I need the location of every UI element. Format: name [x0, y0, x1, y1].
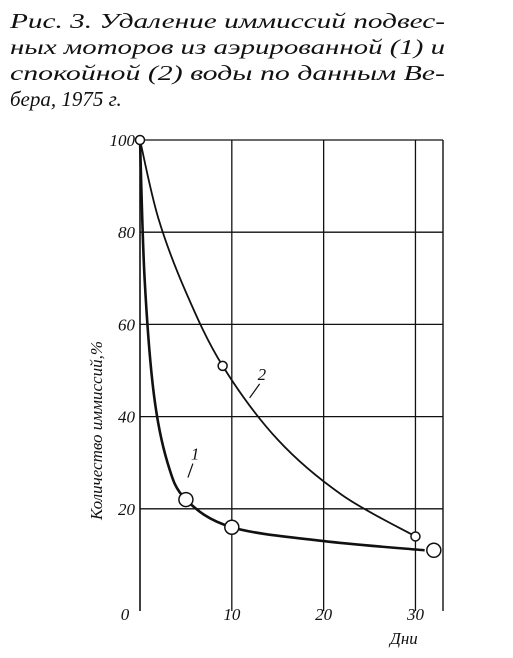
data-line — [139, 139, 416, 538]
x-tick-label: 20 — [315, 605, 333, 624]
y-tick-label: 40 — [118, 408, 136, 427]
y-tick-label: 60 — [118, 315, 136, 334]
x-tick-label: 0 — [121, 605, 130, 624]
data-point — [410, 531, 421, 542]
caption-line: Рис. 3. Удаление иммиссий подвес- — [9, 9, 445, 33]
caption-line: бера, 1975 г. — [10, 87, 122, 111]
y-tick-label: 80 — [118, 223, 136, 242]
x-tick-label: 30 — [406, 605, 425, 624]
data-point — [224, 519, 240, 535]
data-point — [426, 542, 442, 559]
data-point — [178, 491, 194, 508]
leader-line — [249, 383, 261, 399]
data-point — [134, 134, 146, 146]
data-line — [138, 139, 425, 552]
series-label: 1 — [191, 445, 200, 464]
x-tick-label: 10 — [223, 605, 241, 624]
leader-line — [187, 463, 194, 478]
caption-line: спокойной (2) воды по данным Ве- — [10, 61, 445, 85]
data-point — [217, 360, 228, 372]
series-label: 2 — [258, 365, 267, 384]
x-axis-label: Дни — [388, 629, 418, 648]
y-tick-label: 20 — [118, 500, 136, 519]
y-tick-label: 100 — [110, 131, 136, 150]
caption-line: ных моторов из аэрированной (1) и — [10, 35, 445, 59]
y-axis-label: Количество иммиссий,% — [87, 341, 106, 521]
